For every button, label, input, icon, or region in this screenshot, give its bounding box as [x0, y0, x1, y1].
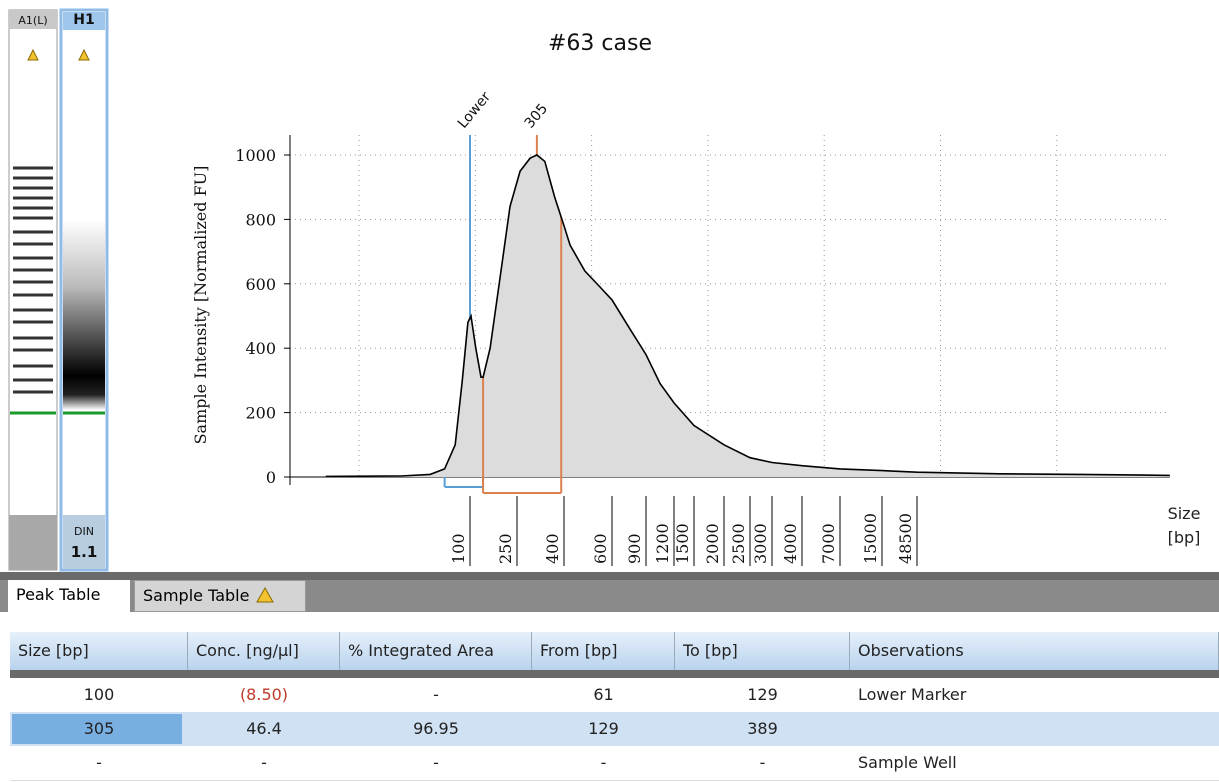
x-tick-label: 600	[591, 533, 610, 564]
column-header: Size [bp]	[10, 632, 188, 670]
tab[interactable]: Peak Table	[8, 580, 130, 612]
gel: A1(L) H1 DIN 1.1	[9, 10, 107, 570]
header-separator	[10, 670, 1219, 678]
sample-smear	[63, 220, 105, 410]
table-cell: 129	[532, 712, 675, 746]
tab-bar: Peak Table Sample Table	[0, 572, 1219, 612]
y-axis-label: Sample Intensity [Normalized FU]	[191, 166, 210, 445]
table-cell: -	[675, 746, 850, 780]
table-cell: 100	[10, 678, 188, 712]
column-header: From [bp]	[532, 632, 675, 670]
table-cell: 61	[532, 678, 675, 712]
page: A1(L) H1 DIN 1.1 #63 case Sample Intensi…	[0, 0, 1219, 782]
chart: A1(L) H1 DIN 1.1 #63 case Sample Intensi…	[0, 0, 1219, 572]
x-tick-label: 900	[625, 533, 644, 564]
table-cell: -	[188, 746, 340, 780]
y-tick-label: 600	[245, 275, 276, 294]
y-tick-label: 0	[266, 468, 276, 487]
table-cell: 96.95	[340, 712, 532, 746]
x-tick-label: 1200	[653, 523, 672, 564]
tab-label[interactable]: Sample Table	[143, 586, 249, 605]
table-cell: 389	[675, 712, 850, 746]
x-tick-label: 400	[543, 533, 562, 564]
column-header: Observations	[850, 632, 1219, 670]
lane-footer	[9, 515, 57, 570]
x-tick-label: 4000	[781, 523, 800, 564]
peak-marker-label: 305	[522, 101, 551, 132]
x-tick-label: 48500	[896, 513, 915, 564]
tab[interactable]: Sample Table	[134, 580, 306, 612]
x-tick-label: 3000	[751, 523, 770, 564]
peak-marker-label: Lower	[455, 89, 494, 132]
x-tick-label: 2000	[703, 523, 722, 564]
table-cell: -	[532, 746, 675, 780]
x-tick-label: 250	[496, 533, 515, 564]
lane-label: H1	[73, 12, 94, 28]
warning-icon	[255, 586, 275, 604]
lane-ladder	[9, 10, 57, 570]
metric-label: DIN	[74, 525, 94, 538]
table-cell: Sample Well	[850, 746, 1219, 780]
x-axis-label: Size [bp]	[1164, 502, 1204, 550]
tab-strip	[0, 572, 1219, 580]
chart-title: #63 case	[548, 31, 652, 56]
table-cell: 305	[10, 712, 188, 746]
table-cell: 129	[675, 678, 850, 712]
table-cell: (8.50)	[188, 678, 340, 712]
x-tick-label: 100	[449, 533, 468, 564]
table-cell: 46.4	[188, 712, 340, 746]
line	[326, 155, 1170, 476]
area	[326, 155, 1170, 477]
table-cell: -	[10, 746, 188, 780]
x-tick-label: 2500	[729, 523, 748, 564]
column-header: % Integrated Area	[340, 632, 532, 670]
y-tick-label: 1000	[235, 146, 276, 165]
metric-value: 1.1	[71, 543, 98, 561]
y-tick-label: 200	[245, 404, 276, 423]
x-tick-label: 1500	[673, 523, 692, 564]
y-tick-label: 800	[245, 210, 276, 229]
y-tick-label: 400	[245, 339, 276, 358]
column-header: To [bp]	[675, 632, 850, 670]
table-cell: -	[340, 746, 532, 780]
x-tick-label: 7000	[819, 523, 838, 564]
x-tick-label: 15000	[861, 513, 880, 564]
column-header: Conc. [ng/µl]	[188, 632, 340, 670]
table-cell: Lower Marker	[850, 678, 1219, 712]
lane-label: A1(L)	[18, 14, 47, 27]
table-cell: -	[340, 678, 532, 712]
